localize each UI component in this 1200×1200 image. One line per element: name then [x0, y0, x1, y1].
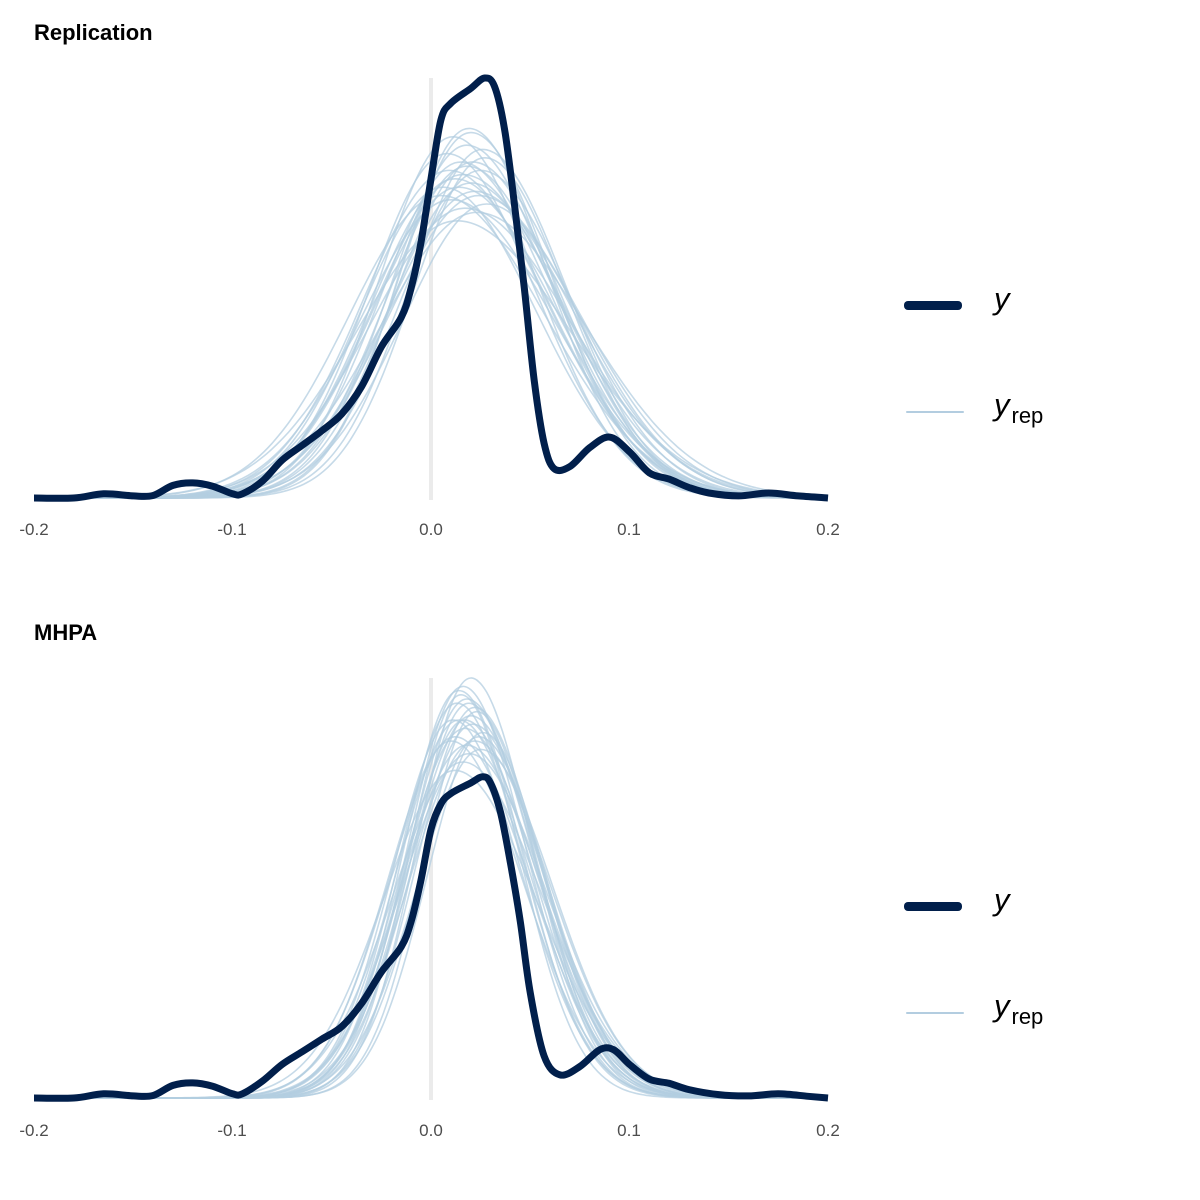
legend-item-yrep: yrep — [900, 986, 1100, 1046]
x-tick: 0.2 — [816, 520, 840, 539]
x-tick: -0.2 — [19, 1121, 49, 1140]
y-observed-density-curve — [33, 74, 829, 502]
legend-item-y: y — [900, 275, 1100, 335]
x-tick: 0.1 — [617, 1121, 641, 1140]
panel-replication: Replication -0.2 -0.1 0.0 0.1 0.2 y yrep — [19, 20, 1100, 539]
panel-title: Replication — [34, 20, 153, 45]
y-rep-density-curve — [34, 220, 829, 499]
legend-label-yrep: yrep — [994, 988, 1043, 1029]
y-observed-density-curve — [33, 773, 829, 1102]
y-rep-density-curve — [34, 702, 828, 1099]
legend-item-y: y — [900, 876, 1100, 936]
legend-label-yrep-main: y — [994, 988, 1010, 1023]
panel-mhpa: MHPA -0.2 -0.1 0.0 0.1 0.2 y yrep — [0, 600, 1200, 1200]
legend-label-y: y — [994, 281, 1010, 316]
legend-key-yrep — [906, 1012, 964, 1014]
x-tick: -0.2 — [19, 520, 49, 539]
x-tick: 0.0 — [419, 1121, 443, 1140]
density-plot — [33, 677, 829, 1102]
legend-key-yrep — [906, 411, 964, 413]
legend-label-yrep: yrep — [994, 387, 1043, 428]
x-tick: -0.1 — [217, 520, 247, 539]
legend-label-yrep-sub: rep — [1011, 403, 1044, 428]
legend-label-y: y — [994, 882, 1010, 917]
density-plot — [33, 74, 829, 502]
x-tick: 0.0 — [419, 520, 443, 539]
x-tick: 0.1 — [617, 520, 641, 539]
x-tick: -0.1 — [217, 1121, 247, 1140]
legend-key-y — [904, 301, 962, 310]
legend-label-yrep-sub: rep — [1011, 1004, 1044, 1029]
x-tick: 0.2 — [816, 1121, 840, 1140]
legend-key-y — [904, 902, 962, 911]
panel-title: MHPA — [34, 620, 98, 645]
legend-item-yrep: yrep — [900, 385, 1100, 445]
legend-label-yrep-main: y — [994, 387, 1010, 422]
